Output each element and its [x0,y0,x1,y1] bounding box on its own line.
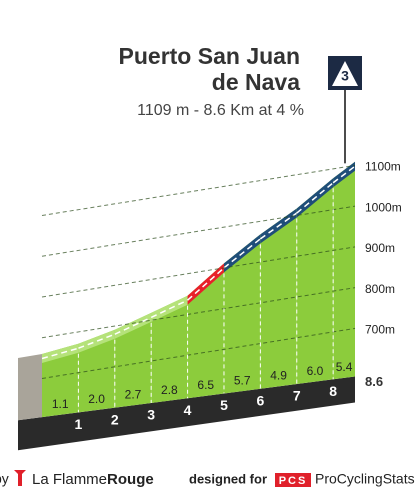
base-band [18,376,355,451]
gradient-label: 6.0 [307,364,324,378]
gradient-label: 1.1 [52,397,69,411]
x-tick-label: 6 [256,392,264,408]
x-tick-label: 1 [74,416,82,432]
grid-line [41,164,356,216]
x-tick-label: 5 [220,397,228,413]
gradient-label: 6.5 [197,378,214,392]
chart-title: Puerto San Juan [119,43,300,69]
grid-line [41,205,356,257]
stripe-dash [187,267,225,301]
brand-bold: Rouge [107,471,154,488]
chart-subtitle: 1109 m - 8.6 Km at 4 % [137,102,304,119]
profile-segment [333,161,355,380]
chart-title: de Nava [212,69,300,95]
category-triangle [332,61,358,86]
y-tick-label: 800m [365,282,395,296]
brand-logo [14,470,26,486]
pcs-label: PCS [279,475,308,487]
grid-line [41,246,356,298]
gradient-label: 2.0 [88,392,105,406]
y-tick-label: 700m [365,323,395,337]
x-tick-label: 4 [184,402,192,418]
gradient-label: 5.4 [336,360,353,374]
stripe-dash [259,212,298,240]
footer-site: ProCyclingStats [315,471,415,487]
gradient-stripe [78,329,115,353]
gradient-label: 2.7 [125,387,142,401]
footer: by La FlammeRouge designed for PCS ProCy… [0,470,415,488]
profile-segment [296,178,334,385]
profile-segment [223,234,261,394]
x-tick-label: 7 [293,388,301,404]
stripe-dash [332,165,356,184]
pcs-box [275,473,311,487]
y-tick-label: 1000m [365,200,402,214]
profile-segment [78,329,115,413]
end-face [18,354,42,421]
y-tick-label: 900m [365,241,395,255]
grid-line [41,327,356,379]
brand: La Flamme [32,471,107,488]
gradient-stripe [42,343,79,364]
profile-segment [187,263,224,399]
x-tick-label: 3 [147,407,155,423]
distance-label: 8.6 [365,374,383,389]
gradient-label: 5.7 [234,373,251,387]
footer-brand: La FlammeRouge [32,471,154,488]
profile-segment [151,295,188,403]
gradient-label: 2.8 [161,383,178,397]
footer-by: by [0,471,9,487]
category-label: 3 [341,68,349,84]
y-tick-label: 1100m [365,160,401,174]
footer-designed: designed for [189,471,267,486]
profile-segment [260,208,297,389]
x-tick-label: 8 [329,383,337,399]
profile-segment [114,312,152,408]
x-tick-label: 2 [111,411,119,427]
stripe-dash [296,182,334,214]
grid-line [41,287,356,339]
stripe-dash [223,238,261,269]
stripe-dash [114,316,152,335]
stripe-dash [78,333,116,349]
gradient-label: 4.9 [270,369,287,383]
stripe-dash [150,299,188,319]
profile-segment [42,343,79,418]
stripe-dash [41,347,79,360]
